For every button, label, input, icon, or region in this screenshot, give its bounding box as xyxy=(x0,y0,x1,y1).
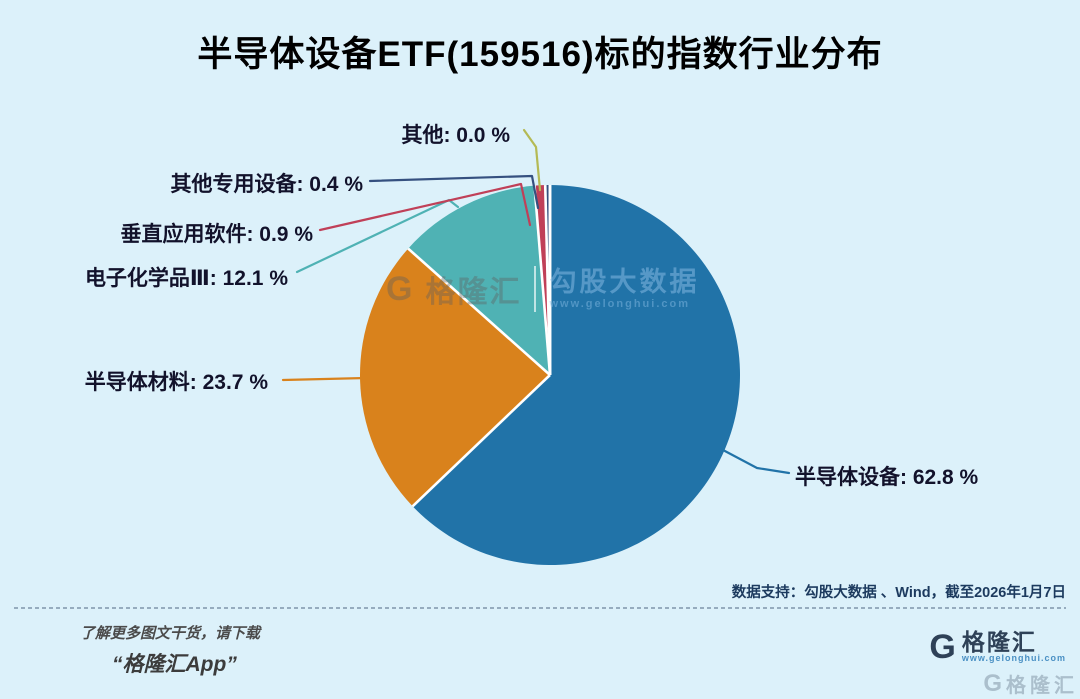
gelonghui-logo: G 格隆汇 www.gelonghui.com xyxy=(929,630,1066,664)
footer-divider xyxy=(14,607,1066,609)
source-note: 数据支持：勾股大数据 、Wind，截至2026年1月7日 xyxy=(731,585,1066,601)
gelonghui-logo-url: www.gelonghui.com xyxy=(961,653,1066,664)
pie-label-半导体设备: 半导体设备: 62.8 % xyxy=(795,466,979,489)
leader-line-垂直应用软件 xyxy=(318,182,532,232)
gelonghui-logo-text-block: 格隆汇 www.gelonghui.com xyxy=(962,630,1066,664)
promo-text: 了解更多图文干货，请下载 xyxy=(80,625,261,642)
leader-line-半导体材料 xyxy=(281,376,368,382)
gelonghui-watermark-label: 格隆汇 xyxy=(1006,675,1078,697)
pie-label-半导体材料: 半导体材料: 23.7 % xyxy=(84,371,268,394)
gelonghui-corner-watermark: G 格隆汇 xyxy=(983,669,1078,698)
app-name-text: “格隆汇App” xyxy=(112,653,237,676)
slice-separator xyxy=(533,185,552,376)
gelonghui-watermark-icon: G xyxy=(983,669,1002,697)
chart-title: 半导体设备ETF(159516)标的指数行业分布 xyxy=(197,35,883,74)
gelonghui-logo-icon: G xyxy=(929,628,956,666)
pie-label-其他: 其他: 0.0 % xyxy=(401,124,510,147)
leader-line-其他 xyxy=(522,128,542,192)
pie-slice-电子化学品Ⅲ xyxy=(408,185,550,375)
leader-line-其他专用设备 xyxy=(368,174,540,210)
pie-slice-半导体材料 xyxy=(360,248,550,507)
leader-line-半导体设备 xyxy=(721,448,791,475)
gelonghui-logo-text: 格隆汇 xyxy=(961,629,1037,656)
slice-separator xyxy=(407,247,551,376)
pie-label-垂直应用软件: 垂直应用软件: 0.9 % xyxy=(120,223,313,246)
pie-slice-半导体设备 xyxy=(412,185,741,565)
pie-label-其他专用设备: 其他专用设备: 0.4 % xyxy=(170,173,363,196)
pie-label-电子化学品Ⅲ: 电子化学品Ⅲ: 12.1 % xyxy=(84,267,288,290)
slice-separator xyxy=(411,374,551,508)
